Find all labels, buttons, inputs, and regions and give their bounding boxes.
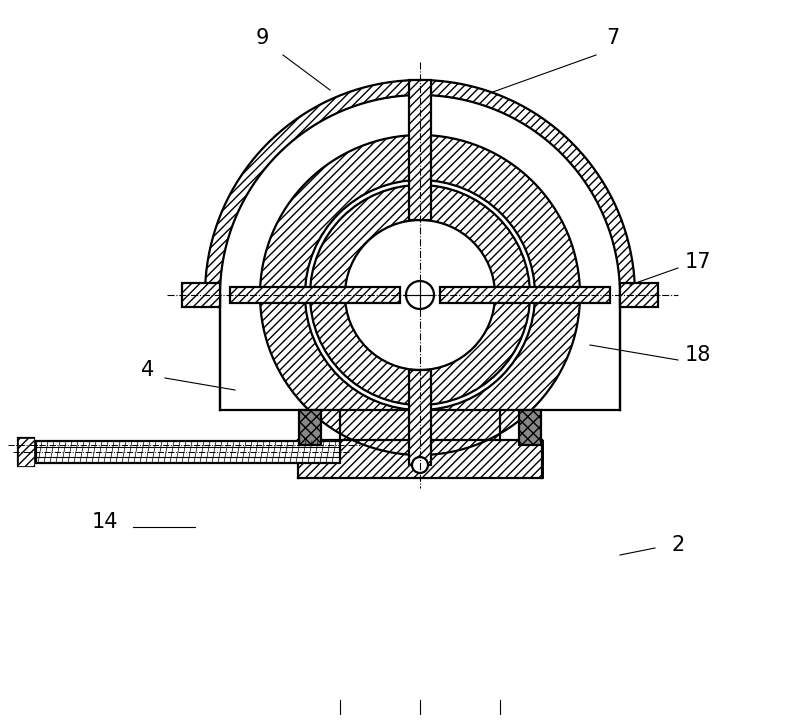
Circle shape — [406, 281, 434, 309]
Text: 14: 14 — [92, 512, 118, 532]
Bar — [182, 283, 220, 307]
Text: 4: 4 — [142, 360, 154, 380]
Bar — [299, 410, 321, 445]
Polygon shape — [260, 135, 580, 455]
Bar — [620, 283, 658, 307]
Text: 9: 9 — [255, 28, 269, 48]
Text: 17: 17 — [685, 252, 711, 272]
Polygon shape — [205, 80, 635, 295]
Bar — [519, 410, 541, 445]
Bar — [299, 410, 321, 445]
Bar — [298, 440, 543, 478]
Bar — [440, 287, 610, 303]
Bar — [519, 410, 541, 445]
Bar — [18, 438, 34, 466]
Bar — [409, 80, 431, 220]
Bar — [409, 80, 431, 220]
Circle shape — [400, 275, 440, 315]
Bar — [409, 370, 431, 465]
Text: 2: 2 — [671, 535, 685, 555]
Bar — [230, 287, 400, 303]
Polygon shape — [310, 185, 530, 405]
Bar — [18, 438, 34, 466]
Bar — [409, 370, 431, 465]
Bar — [182, 283, 220, 307]
Bar — [620, 283, 658, 307]
Bar — [440, 287, 610, 303]
Bar — [340, 410, 500, 440]
Text: 18: 18 — [685, 345, 711, 365]
Circle shape — [412, 457, 428, 473]
Bar — [230, 287, 400, 303]
Text: 7: 7 — [606, 28, 620, 48]
Bar — [36, 441, 340, 463]
